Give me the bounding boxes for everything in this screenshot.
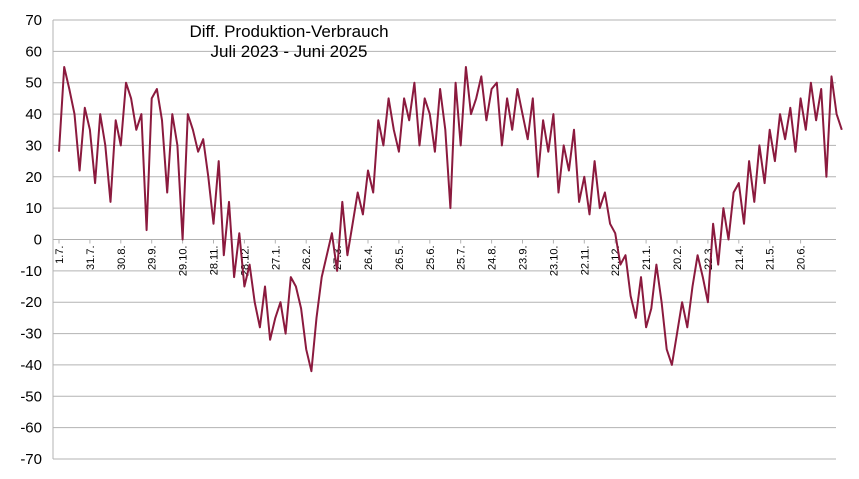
x-tick-label: 20.6.: [796, 246, 808, 270]
x-tick-label: 29.10.: [178, 246, 190, 277]
y-tick-label: -30: [20, 326, 42, 343]
x-tick-label: 23.9.: [518, 246, 530, 270]
x-tick-label: 1.7.: [54, 246, 66, 264]
y-tick-label: 30: [25, 137, 42, 154]
x-tick-label: 21.4.: [734, 246, 746, 270]
gridlines: [52, 19, 836, 460]
x-tick-label: 23.10.: [548, 246, 560, 277]
x-tick-label: 26.4.: [363, 246, 375, 270]
x-tick-label: 25.7.: [456, 246, 468, 270]
y-tick-label: 0: [34, 232, 42, 249]
y-tick-label: -70: [20, 451, 42, 468]
x-tick-label: 21.5.: [765, 246, 777, 270]
y-tick-label: 60: [25, 43, 42, 60]
y-tick-label: 40: [25, 106, 42, 123]
y-tick-label: 70: [25, 12, 42, 29]
x-axis-ticks: 1.7. 31.7. 30.8. 29.9. 29.10. 28.11. 28.12. 27.…: [54, 239, 808, 277]
x-tick-label: 26.5.: [394, 246, 406, 270]
y-axis-ticks: 70 60 50 40 30 20 10 0 -10 -20 -30 -40 -50 -60 -70: [20, 12, 42, 468]
y-tick-label: -20: [20, 294, 42, 311]
x-tick-label: 26.2.: [301, 246, 313, 270]
series-group: [58, 66, 843, 373]
x-tick-label: 27.1.: [270, 246, 282, 270]
series-line: [58, 66, 843, 373]
x-tick-label: 21.1.: [641, 246, 653, 270]
y-tick-label: 10: [25, 200, 42, 217]
x-tick-label: 20.2.: [672, 246, 684, 270]
chart-title: Diff. Produktion-Verbrauch: [189, 22, 388, 41]
y-tick-label: -10: [20, 263, 42, 280]
x-tick-label: 22.11.: [579, 246, 591, 276]
y-tick-label: 50: [25, 75, 42, 92]
x-tick-label: 24.8.: [487, 246, 499, 270]
x-tick-label: 22.3.: [703, 246, 715, 270]
x-tick-label: 28.11.: [209, 246, 221, 276]
x-tick-label: 30.8.: [116, 246, 128, 270]
y-tick-label: 20: [25, 169, 42, 186]
chart-subtitle: Juli 2023 - Juni 2025: [211, 42, 368, 61]
x-tick-label: 25.6.: [425, 246, 437, 270]
x-tick-label: 29.9.: [147, 246, 159, 270]
y-tick-label: -40: [20, 357, 42, 374]
y-tick-label: -50: [20, 388, 42, 405]
x-tick-label: 31.7.: [85, 246, 97, 270]
y-tick-label: -60: [20, 420, 42, 437]
